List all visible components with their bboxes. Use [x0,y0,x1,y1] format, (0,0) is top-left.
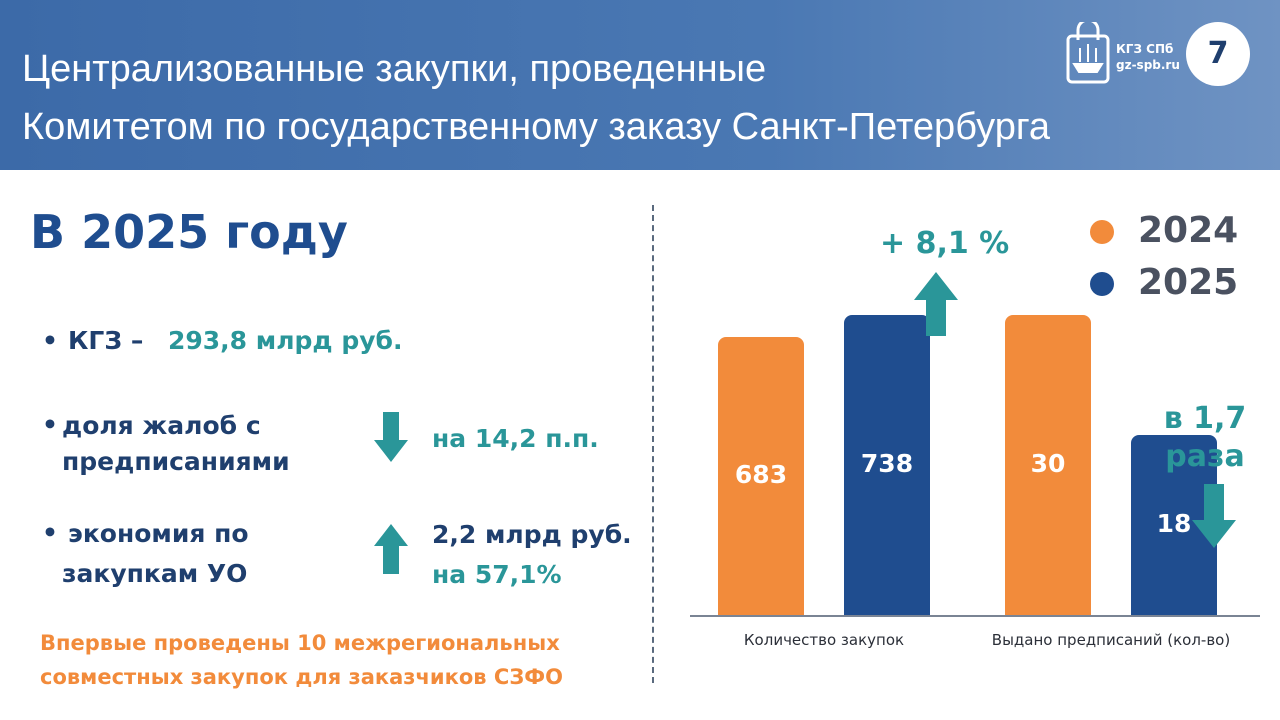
arrow-down [1192,484,1236,548]
bullet: • [42,518,58,547]
slide-number: 7 [1186,22,1250,86]
axis-line [690,615,1260,617]
bullet: • [42,410,58,439]
arrow-up [374,524,408,574]
item-label: доля жалоб с предписаниями [62,411,290,476]
legend-label: 2024 [1138,210,1239,251]
annotation: + 8,1 % [880,226,1010,261]
x-tick-label: Выдано предписаний (кол-во) [991,631,1231,649]
bar [1005,315,1091,615]
footnote: Впервые проведены 10 межрегиональных сов… [40,631,563,689]
header: Централизованные закупки, проведенные Ко… [0,0,1280,170]
arrow-up [914,272,958,336]
heading: В 2025 году [30,205,348,259]
divider [652,205,654,683]
logo-name: КГЗ СПб [1116,42,1174,56]
bar [718,337,804,615]
legend-marker [1090,220,1114,244]
item-value: на 14,2 п.п. [432,424,599,453]
logo-site: gz-spb.ru [1116,58,1180,72]
value-label: 18 [1156,509,1192,538]
annotation: в 1,7 раза [1163,401,1247,474]
item-label: КГЗ – [68,326,144,355]
item-value: 293,8 млрд руб. [168,326,403,355]
item-value: на 57,1% [432,560,562,589]
value-label: 738 [860,449,914,478]
bar [844,315,930,615]
arrow-down [374,412,408,462]
x-tick-label: Количество закупок [743,631,905,649]
legend-marker [1090,272,1114,296]
legend-label: 2025 [1138,262,1239,303]
logo-icon [1066,22,1110,84]
value-label: 30 [1030,449,1066,478]
item-value: 2,2 млрд руб. [432,520,632,549]
bullet: • [42,326,58,355]
title-line: Комитетом по государственному заказу Сан… [22,106,1050,148]
title-line: Централизованные закупки, проведенные [22,48,767,90]
value-label: 683 [734,460,788,490]
item-label: экономия по закупкам УО [62,519,249,588]
